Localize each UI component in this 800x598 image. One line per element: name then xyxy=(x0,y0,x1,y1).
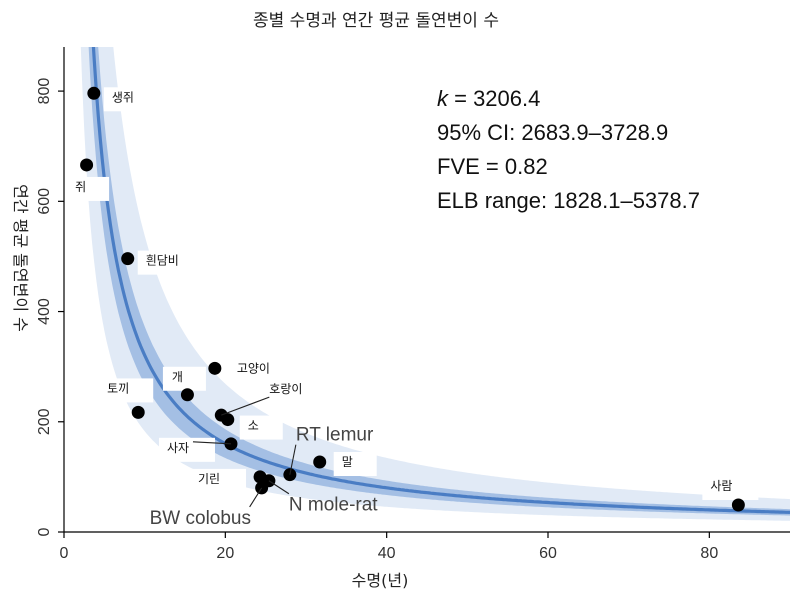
x-tick-label: 40 xyxy=(378,545,396,562)
y-axis-label: 연간 평균 돌연변이 수 xyxy=(11,184,30,332)
fit-statistics: k = 3206.4 95% CI: 2683.9–3728.9 FVE = 0… xyxy=(437,86,700,213)
x-axis-label: 수명(년) xyxy=(352,571,409,590)
point-label-box xyxy=(702,475,759,500)
data-point xyxy=(731,498,745,512)
point-label: 흰담비 xyxy=(146,254,179,268)
data-point xyxy=(80,158,94,172)
point-label: 사자 xyxy=(167,441,189,455)
data-points xyxy=(80,86,745,512)
point-label-box xyxy=(162,366,206,391)
point-label-box xyxy=(228,358,298,383)
x-tick-label: 0 xyxy=(60,545,69,562)
x-tick-label: 80 xyxy=(700,545,718,562)
x-tick-label: 60 xyxy=(539,545,557,562)
point-label: 호랑이 xyxy=(269,382,302,396)
label-leader xyxy=(268,480,290,495)
y-tick-label: 800 xyxy=(36,78,53,105)
label-leader xyxy=(249,487,263,508)
point-label-boxes xyxy=(66,87,759,500)
label-leader xyxy=(221,396,270,416)
data-point xyxy=(131,405,145,419)
point-label-box xyxy=(158,437,215,462)
point-label-box xyxy=(137,250,207,275)
point-label-box xyxy=(190,468,247,493)
point-label-box xyxy=(97,378,154,403)
point-label-box xyxy=(261,379,331,404)
chart-title: 종별 수명과 연간 평균 돌연변이 수 xyxy=(253,11,499,31)
label-leader-lines xyxy=(192,396,297,508)
point-label-box xyxy=(66,176,110,201)
point-label: 말 xyxy=(342,455,353,469)
label-leader xyxy=(289,444,297,475)
stat-elb: ELB range: 1828.1–5378.7 xyxy=(437,188,700,213)
point-label: 쥐 xyxy=(75,180,86,194)
point-label: 토끼 xyxy=(107,381,129,395)
fit-curve xyxy=(91,47,790,514)
point-label: 기린 xyxy=(198,472,220,486)
y-tick-label: 600 xyxy=(36,188,53,215)
data-point xyxy=(208,361,222,375)
point-label: 개 xyxy=(172,370,183,384)
y-axis-ticks: 0 200 400 600 800 xyxy=(36,78,64,536)
y-tick-label: 0 xyxy=(36,527,53,536)
data-point xyxy=(313,455,327,469)
point-label: 고양이 xyxy=(237,361,270,375)
stat-fve: FVE = 0.82 xyxy=(437,154,548,179)
point-label: BW colobus xyxy=(150,508,251,529)
stat-k: k = 3206.4 xyxy=(437,86,540,111)
point-label-box xyxy=(103,87,160,112)
point-label: N mole-rat xyxy=(289,495,378,516)
data-point xyxy=(121,252,135,266)
stat-ci: 95% CI: 2683.9–3728.9 xyxy=(437,120,668,145)
data-point xyxy=(221,413,235,427)
plot-area xyxy=(66,47,790,521)
data-point xyxy=(87,86,101,100)
data-point xyxy=(180,388,194,402)
point-label: 생쥐 xyxy=(112,90,134,104)
point-label: 사람 xyxy=(710,479,732,493)
point-label: 소 xyxy=(248,419,259,433)
y-tick-label: 400 xyxy=(36,298,53,325)
point-label-box xyxy=(239,415,283,440)
x-tick-label: 20 xyxy=(216,545,234,562)
x-axis-ticks: 0 20 40 60 80 xyxy=(60,532,718,562)
point-label: RT lemur xyxy=(296,425,374,446)
label-leader xyxy=(192,441,232,445)
point-label-box xyxy=(333,452,377,477)
y-tick-label: 200 xyxy=(36,408,53,435)
